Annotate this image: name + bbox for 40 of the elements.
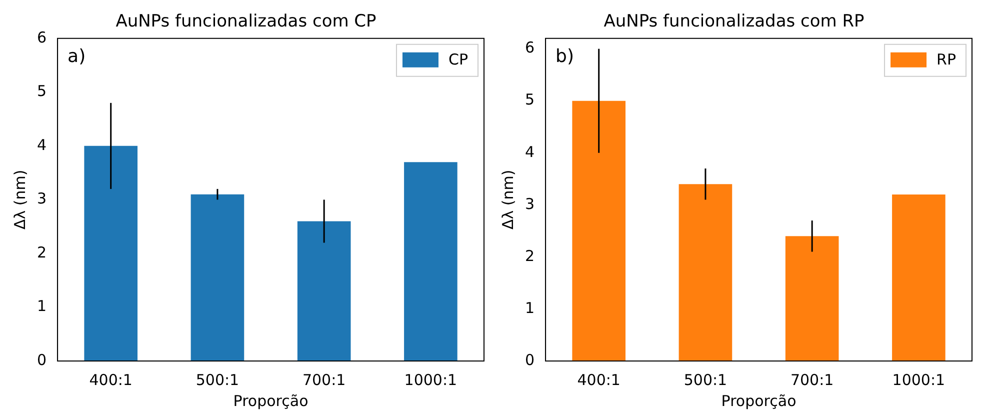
x-tick-label: 1000:1 <box>404 370 458 389</box>
y-tick-label: 5 <box>524 90 535 109</box>
y-tick-label: 0 <box>524 350 535 369</box>
y-tick-label: 1 <box>524 298 535 317</box>
annotation: a) <box>68 46 86 68</box>
bar <box>84 146 138 361</box>
legend-label: CP <box>448 50 468 68</box>
y-tick-label: 5 <box>36 82 47 100</box>
x-tick-label: 400:1 <box>577 370 620 389</box>
bar <box>404 162 458 361</box>
x-tick-label: 500:1 <box>684 370 728 389</box>
y-tick-label: 6 <box>524 38 535 57</box>
bar <box>678 184 732 361</box>
bar <box>190 194 244 361</box>
legend-label: RP <box>936 50 956 68</box>
y-tick-label: 0 <box>36 350 47 369</box>
y-tick-label: 3 <box>524 194 535 213</box>
y-tick-label: 4 <box>36 136 47 154</box>
x-axis-title: Proporção <box>233 392 308 410</box>
y-axis-title: Δλ (nm) <box>10 170 29 230</box>
bar <box>572 100 626 361</box>
x-tick-label: 1000:1 <box>892 370 946 389</box>
x-tick-label: 400:1 <box>89 370 132 389</box>
y-tick-label: 2 <box>36 243 47 262</box>
y-axis-title: Δλ (nm) <box>498 170 517 230</box>
x-axis-title: Proporção <box>721 392 796 410</box>
chart-title: AuNPs funcionalizadas com RP <box>604 12 864 32</box>
chart-title: AuNPs funcionalizadas com CP <box>116 12 376 32</box>
y-tick-label: 1 <box>36 297 47 316</box>
x-tick-label: 700:1 <box>302 370 346 389</box>
y-tick-label: 6 <box>36 28 47 46</box>
y-tick-label: 4 <box>524 142 535 161</box>
bar <box>785 236 839 361</box>
x-tick-label: 500:1 <box>196 370 240 389</box>
y-tick-label: 2 <box>524 246 535 265</box>
bar <box>892 194 946 361</box>
y-tick-label: 3 <box>36 190 47 208</box>
bar <box>297 221 351 361</box>
annotation: b) <box>556 46 574 68</box>
x-tick-label: 700:1 <box>790 370 834 389</box>
